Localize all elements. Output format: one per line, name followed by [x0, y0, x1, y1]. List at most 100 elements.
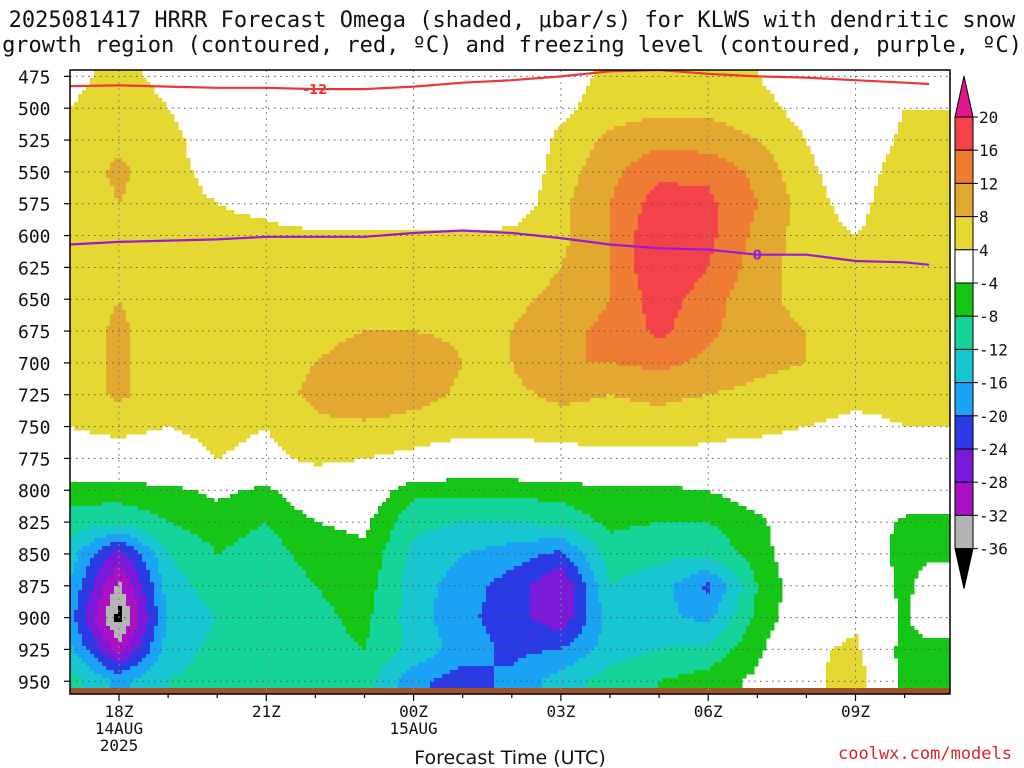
y-tick-label: 550 [18, 163, 51, 184]
omega-cell [682, 398, 950, 403]
omega-cell [710, 258, 743, 263]
omega-cell [402, 598, 435, 603]
omega-cell [758, 198, 791, 203]
omega-cell [490, 638, 575, 643]
omega-cell [638, 226, 719, 231]
omega-cell [70, 530, 79, 535]
omega-cell [894, 594, 911, 599]
omega-cell [674, 586, 703, 591]
omega-cell [274, 530, 347, 535]
omega-cell [78, 590, 91, 595]
omega-cell [598, 582, 611, 587]
omega-cell [198, 594, 323, 599]
omega-cell [738, 166, 779, 171]
omega-cell [602, 610, 679, 615]
omega-cell [74, 614, 87, 619]
omega-cell [122, 670, 147, 675]
omega-cell [538, 538, 567, 543]
omega-cell [426, 530, 579, 535]
omega-cell [594, 518, 767, 523]
omega-cell [146, 610, 159, 615]
omega-cell [114, 398, 123, 403]
omega-cell [726, 582, 743, 587]
omega-cell [70, 570, 75, 575]
omega-cell [130, 178, 199, 183]
omega-cell [402, 622, 435, 627]
omega-cell [322, 594, 375, 599]
omega-cell [578, 634, 599, 639]
omega-cell [590, 650, 651, 655]
omega-cell [482, 610, 531, 615]
omega-cell [486, 630, 583, 635]
omega-cell [438, 634, 491, 639]
omega-cell [698, 150, 771, 155]
omega-cell [166, 630, 211, 635]
omega-cell [106, 326, 131, 331]
omega-cell [738, 602, 755, 607]
omega-cell [734, 126, 799, 131]
omega-cell [122, 606, 131, 611]
omega-cell [558, 402, 571, 407]
colorbar-tick-label: -32 [979, 506, 1008, 525]
omega-cell [78, 98, 163, 103]
omega-cell [374, 514, 399, 519]
omega-cell [130, 338, 347, 343]
omega-cell [402, 594, 439, 599]
omega-cell [102, 566, 115, 571]
omega-cell [530, 610, 575, 615]
omega-cell [890, 562, 927, 567]
omega-cell [70, 182, 111, 187]
omega-cell [378, 506, 407, 511]
omega-cell [138, 626, 147, 631]
omega-cell [678, 182, 751, 187]
omega-cell [310, 402, 431, 407]
grid-lines [70, 70, 950, 694]
omega-cell [826, 666, 867, 671]
omega-cell [102, 502, 123, 507]
omega-cell [726, 302, 783, 307]
y-tick-label: 600 [18, 227, 51, 248]
omega-cell [614, 582, 675, 587]
y-tick-label: 750 [18, 418, 51, 439]
omega-cell [610, 266, 635, 271]
omega-cell [378, 510, 403, 515]
omega-cell [834, 646, 859, 651]
omega-cell [70, 114, 175, 119]
omega-cell [130, 326, 515, 331]
omega-cell [130, 642, 143, 647]
omega-cell [586, 678, 663, 683]
omega-cell [830, 650, 863, 655]
omega-cell [378, 574, 403, 579]
omega-cell [482, 606, 531, 611]
omega-cell [890, 542, 950, 547]
omega-cell [250, 530, 275, 535]
omega-cell [354, 334, 435, 339]
omega-cell [70, 510, 151, 515]
site-credit[interactable]: coolwx.com/models [838, 744, 1012, 764]
omega-cell [106, 334, 131, 339]
omega-cell [582, 98, 775, 103]
omega-cell [710, 262, 743, 267]
omega-cell [142, 634, 155, 639]
omega-cell [666, 334, 719, 339]
omega-cell [74, 426, 163, 431]
omega-cell [182, 570, 307, 575]
omega-cell [106, 354, 131, 359]
omega-cell [634, 254, 711, 259]
omega-cell [90, 562, 103, 567]
omega-cell [786, 226, 847, 231]
omega-cell [634, 250, 715, 255]
omega-cell [166, 618, 215, 623]
omega-cell [302, 394, 447, 399]
omega-cell [138, 606, 147, 611]
omega-cell [874, 198, 950, 203]
omega-cell [718, 206, 759, 211]
omega-cell [226, 546, 287, 551]
omega-cell [602, 626, 727, 631]
omega-cell [70, 130, 183, 135]
omega-cell [734, 614, 755, 619]
omega-cell [166, 594, 199, 599]
omega-cell [586, 558, 603, 563]
omega-cell [610, 578, 619, 583]
